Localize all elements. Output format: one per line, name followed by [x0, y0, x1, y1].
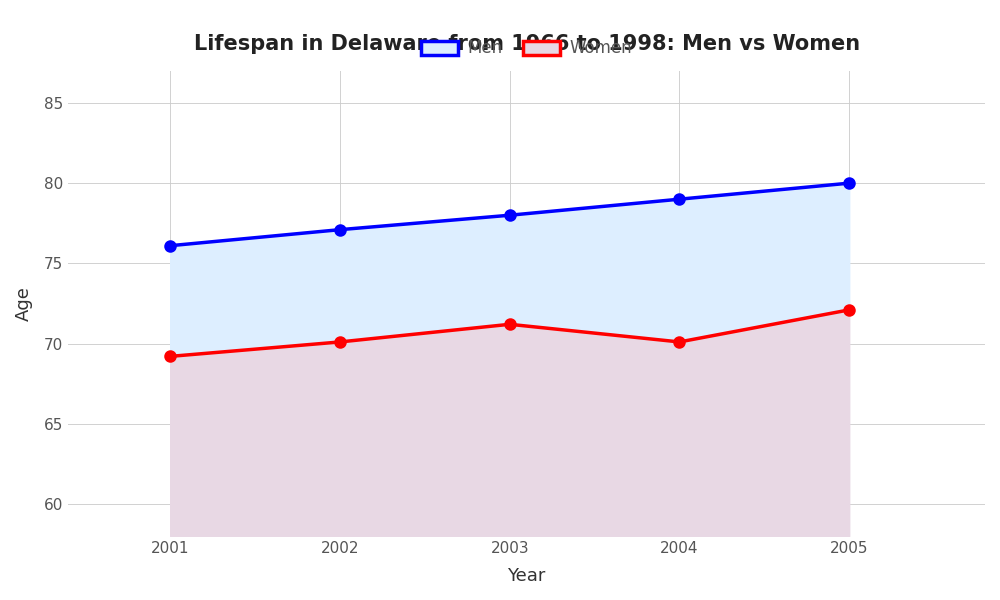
Legend: Men, Women: Men, Women: [414, 32, 639, 64]
Title: Lifespan in Delaware from 1966 to 1998: Men vs Women: Lifespan in Delaware from 1966 to 1998: …: [194, 34, 860, 54]
X-axis label: Year: Year: [507, 567, 546, 585]
Y-axis label: Age: Age: [15, 286, 33, 321]
